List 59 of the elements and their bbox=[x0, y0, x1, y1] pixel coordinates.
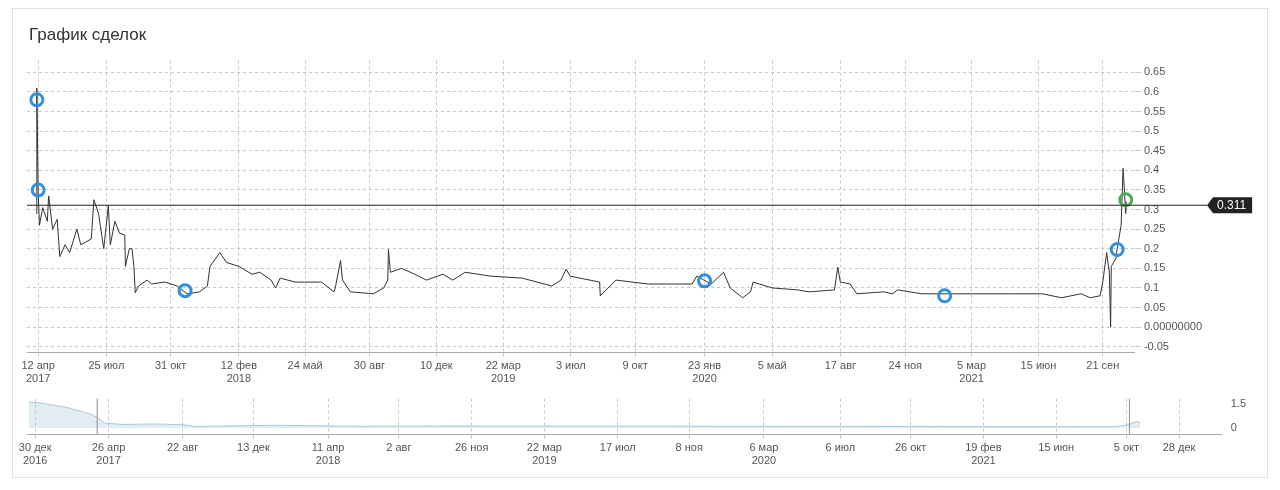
x-tick-label: 26 ноя bbox=[454, 441, 489, 454]
x-tick-label: 6 июл bbox=[825, 441, 856, 454]
x-tick-label: 25 июл bbox=[88, 359, 125, 372]
y-tick-label: 0.3 bbox=[1143, 202, 1160, 215]
x-tick-label: 21 сен bbox=[1086, 359, 1120, 372]
point bbox=[29, 92, 45, 108]
x-tick-label: 8 ноя bbox=[675, 441, 703, 454]
x-tick-label: 5 май bbox=[757, 359, 787, 372]
x-tick-label: 17 июл bbox=[599, 441, 636, 454]
point bbox=[177, 283, 193, 299]
x-tick-label: 5 мар 2021 bbox=[957, 359, 987, 385]
x-tick-label: 6 мар 2020 bbox=[749, 441, 779, 467]
y-tick-label: 0.25 bbox=[1143, 222, 1166, 235]
y-tick-label: 0.05 bbox=[1143, 300, 1166, 313]
point bbox=[937, 288, 953, 304]
point bbox=[1109, 242, 1125, 258]
x-tick-label: 22 мар 2019 bbox=[526, 441, 562, 467]
x-tick-label: 24 май bbox=[287, 359, 323, 372]
point bbox=[30, 182, 46, 198]
y-tick-label: 0.1 bbox=[1143, 280, 1160, 293]
y-tick-label: 0.4 bbox=[1143, 163, 1160, 176]
x-tick-label: 26 апр 2017 bbox=[91, 441, 126, 467]
x-tick-label: 2 авг bbox=[386, 441, 412, 454]
x-tick-label: 12 апр 2017 bbox=[21, 359, 55, 385]
x-tick-label: 19 фев 2021 bbox=[965, 441, 1002, 467]
x-tick-label: 30 дек 2016 bbox=[18, 441, 52, 467]
y-tick-label: 0.00000000 bbox=[1143, 320, 1203, 333]
chart-title: График сделок bbox=[28, 24, 148, 46]
x-tick-label: 11 апр 2018 bbox=[311, 441, 345, 467]
y-tick-label: 0.15 bbox=[1143, 261, 1166, 274]
x-tick-label: 15 июн bbox=[1020, 359, 1057, 372]
x-tick-label: 26 окт bbox=[894, 441, 927, 454]
x-tick-label: 23 янв 2020 bbox=[688, 359, 722, 385]
y-tick-label: 0 bbox=[1230, 421, 1237, 434]
ref-line-label: 0.311 bbox=[1217, 197, 1247, 212]
x-tick-label: 28 дек bbox=[1162, 441, 1196, 454]
y-tick-label: 0.65 bbox=[1143, 65, 1166, 78]
x-tick-label: 30 авг bbox=[353, 359, 386, 372]
x-tick-label: 13 дек bbox=[237, 441, 270, 454]
x-tick-label: 17 авг bbox=[824, 359, 856, 372]
y-tick-label: 0.55 bbox=[1143, 104, 1166, 117]
x-tick-label: 15 июн bbox=[1038, 441, 1075, 454]
x-tick-label: 5 окт bbox=[1113, 441, 1140, 454]
y-tick-label: -0.05 bbox=[1143, 339, 1169, 352]
x-tick-label: 22 авг bbox=[166, 441, 199, 454]
x-tick-label: 9 окт bbox=[622, 359, 648, 372]
y-tick-label: 0.35 bbox=[1143, 182, 1166, 195]
x-tick-label: 10 дек bbox=[419, 359, 453, 372]
x-tick-label: 3 июл bbox=[555, 359, 586, 372]
y-tick-label: 0.45 bbox=[1143, 143, 1166, 156]
y-tick-label: 0.2 bbox=[1143, 241, 1160, 254]
y-tick-label: 0.5 bbox=[1143, 124, 1160, 137]
x-tick-label: 24 ноя bbox=[888, 359, 923, 372]
x-tick-label: 31 окт bbox=[154, 359, 187, 372]
x-tick-label: 12 фев 2018 bbox=[220, 359, 258, 385]
x-tick-label: 22 мар 2019 bbox=[485, 359, 521, 385]
point bbox=[697, 273, 713, 289]
y-tick-label: 0.6 bbox=[1143, 84, 1160, 97]
y-tick-label: 1.5 bbox=[1230, 396, 1247, 409]
